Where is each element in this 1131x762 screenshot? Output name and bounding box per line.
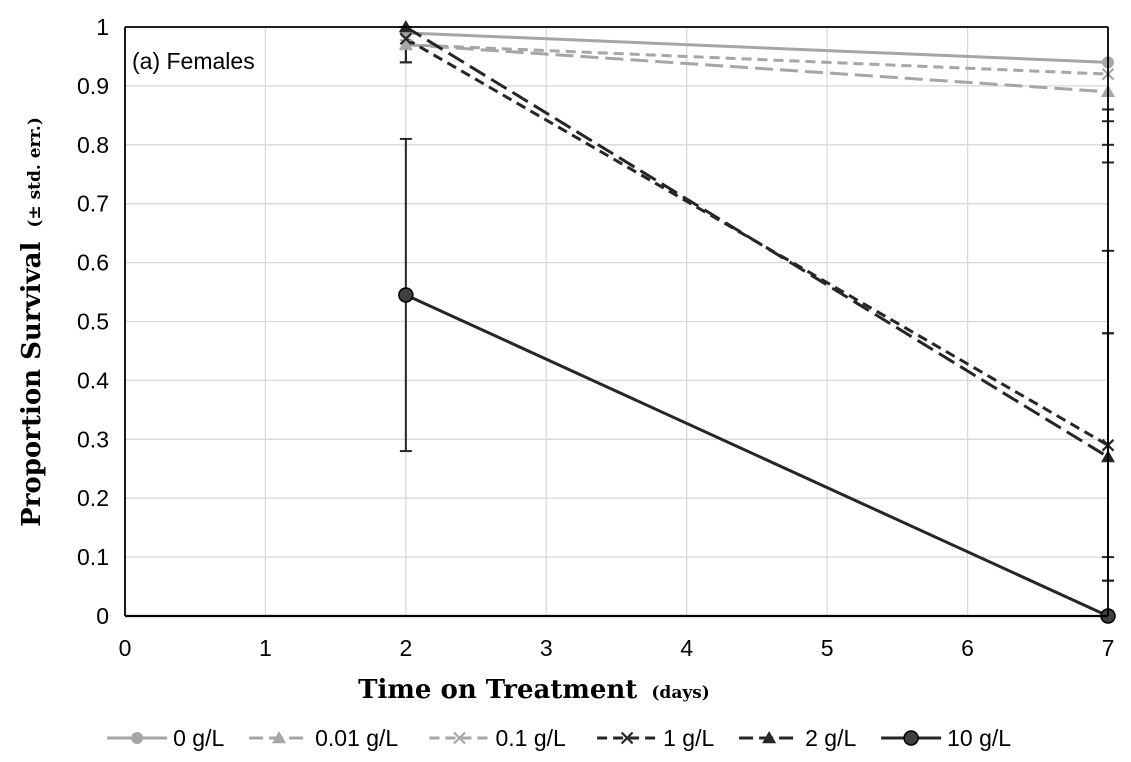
x-tick-labels: 0 1 2 3 4 5 6 7 <box>119 635 1115 661</box>
y-tick-label: 0.2 <box>77 485 109 511</box>
x-tick-label: 3 <box>540 635 553 661</box>
series-line <box>405 43 1109 94</box>
y-tick-label: 0.9 <box>77 73 109 99</box>
x-tick-label: 2 <box>399 635 412 661</box>
y-tick-label: 0.8 <box>77 132 109 158</box>
x-tick-label: 7 <box>1102 635 1115 661</box>
x-tick-label: 4 <box>680 635 693 661</box>
series-line <box>405 31 1109 64</box>
x-tick-label: 1 <box>259 635 272 661</box>
legend-marker <box>620 731 634 745</box>
legend-marker <box>131 732 144 744</box>
y-tick-label: 0.1 <box>77 544 109 570</box>
y-axis-title-units: (± std. err.) <box>25 117 45 227</box>
series-line <box>405 25 1109 459</box>
legend-marker <box>762 731 777 744</box>
legend-label: 10 g/L <box>947 725 1011 751</box>
y-tick-label: 0 <box>96 603 109 629</box>
data-point <box>398 287 414 303</box>
y-tick-label: 1 <box>96 14 109 40</box>
series-lines <box>405 25 1109 618</box>
y-axis-title-main: Proportion Survival <box>17 242 47 527</box>
x-tick-label: 0 <box>119 635 132 661</box>
y-tick-label: 0.6 <box>77 250 109 276</box>
data-point <box>399 32 413 46</box>
legend-label: 1 g/L <box>663 725 714 751</box>
legend-label: 0.01 g/L <box>315 725 398 751</box>
legend: 0 g/L 0.01 g/L 0.1 g/L 1 g/L 2 g/L 10 g/L <box>107 725 1011 751</box>
y-tick-label: 0.4 <box>77 367 109 393</box>
series-line <box>405 293 1109 618</box>
legend-marker <box>453 731 466 745</box>
y-tick-label: 0.5 <box>77 309 109 335</box>
legend-marker <box>272 731 287 744</box>
legend-label: 2 g/L <box>805 725 856 751</box>
x-axis-title-main: Time on Treatment <box>358 675 637 705</box>
y-tick-label: 0.7 <box>77 191 109 217</box>
legend-label: 0.1 g/L <box>496 725 567 751</box>
y-tick-label: 0.3 <box>77 426 109 452</box>
legend-label: 0 g/L <box>173 725 224 751</box>
y-tick-labels: 0 0.1 0.2 0.3 0.4 0.5 0.6 0.7 0.8 0.9 1 <box>77 14 109 629</box>
chart-annotation: (a) Females <box>132 48 255 74</box>
series-line <box>405 43 1109 76</box>
legend-marker <box>903 730 919 746</box>
plot-frame <box>124 26 1109 618</box>
x-axis-title: Time on Treatment (days) <box>358 675 710 705</box>
x-tick-label: 5 <box>821 635 834 661</box>
gridlines <box>125 26 1108 616</box>
y-axis-title: Proportion Survival (± std. err.) <box>17 117 47 527</box>
x-axis-title-units: (days) <box>651 683 709 703</box>
x-tick-label: 6 <box>961 635 974 661</box>
